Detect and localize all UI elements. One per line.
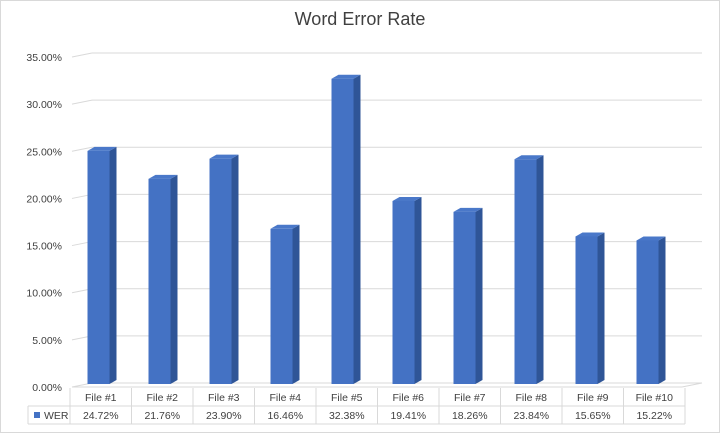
data-label: 19.41% bbox=[390, 410, 426, 422]
data-label: 32.38% bbox=[329, 410, 365, 422]
bar-top bbox=[575, 232, 605, 237]
bar-top bbox=[331, 74, 361, 79]
bar-side bbox=[353, 74, 361, 385]
x-tick-label: File #2 bbox=[146, 392, 178, 404]
data-label: 15.65% bbox=[575, 410, 611, 422]
bar-side bbox=[658, 236, 666, 384]
bar-top bbox=[87, 146, 117, 151]
y-tick-label: 15.00% bbox=[26, 241, 62, 253]
y-tick-label: 0.00% bbox=[32, 382, 62, 394]
bar bbox=[209, 158, 232, 384]
bar-top bbox=[392, 196, 422, 201]
bar-top bbox=[148, 174, 178, 179]
gridline-side bbox=[71, 146, 93, 152]
bar-side bbox=[170, 174, 178, 384]
x-tick-label: File #3 bbox=[208, 392, 240, 404]
y-tick-label: 25.00% bbox=[26, 146, 62, 158]
bar bbox=[392, 200, 415, 384]
bar-side bbox=[292, 224, 300, 384]
gridline-side bbox=[71, 52, 93, 58]
bar bbox=[514, 159, 537, 384]
y-tick-label: 10.00% bbox=[26, 288, 62, 300]
x-tick-label: File #10 bbox=[636, 392, 674, 404]
data-label: 23.90% bbox=[206, 410, 242, 422]
x-tick-label: File #7 bbox=[454, 392, 486, 404]
bar bbox=[331, 78, 354, 385]
bar-top bbox=[209, 154, 239, 159]
data-label: 18.26% bbox=[452, 410, 488, 422]
data-label: 23.84% bbox=[513, 410, 549, 422]
gridline-side bbox=[71, 99, 93, 105]
bar bbox=[87, 150, 110, 384]
bar-side bbox=[231, 154, 239, 384]
bar bbox=[575, 236, 598, 384]
x-tick-label: File #5 bbox=[331, 392, 363, 404]
floor-right-edge bbox=[681, 382, 703, 388]
x-tick-label: File #1 bbox=[85, 392, 117, 404]
bar-side bbox=[597, 232, 605, 384]
y-tick-label: 20.00% bbox=[26, 193, 62, 205]
data-label: 24.72% bbox=[83, 410, 119, 422]
bar-top bbox=[636, 236, 666, 241]
data-label: 16.46% bbox=[267, 410, 303, 422]
bar-side bbox=[109, 146, 117, 384]
bar-side bbox=[536, 155, 544, 384]
legend-label: WER bbox=[44, 410, 69, 422]
bar bbox=[270, 228, 293, 384]
bar-top bbox=[453, 207, 483, 212]
chart-title: Word Error Rate bbox=[294, 9, 426, 29]
bar bbox=[636, 240, 659, 384]
x-tick-label: File #6 bbox=[392, 392, 424, 404]
y-tick-label: 30.00% bbox=[26, 99, 62, 111]
bar bbox=[148, 178, 171, 384]
bar-side bbox=[414, 196, 422, 384]
y-tick-label: 5.00% bbox=[32, 335, 62, 347]
y-tick-label: 35.00% bbox=[26, 52, 62, 64]
bar-top bbox=[514, 155, 544, 160]
data-label: 15.22% bbox=[636, 410, 672, 422]
data-label: 21.76% bbox=[144, 410, 180, 422]
x-tick-label: File #4 bbox=[269, 392, 301, 404]
bar-top bbox=[270, 224, 300, 229]
bar bbox=[453, 211, 476, 384]
bar-side bbox=[475, 207, 483, 384]
x-tick-label: File #8 bbox=[515, 392, 547, 404]
legend-swatch bbox=[34, 412, 40, 418]
x-tick-label: File #9 bbox=[577, 392, 609, 404]
